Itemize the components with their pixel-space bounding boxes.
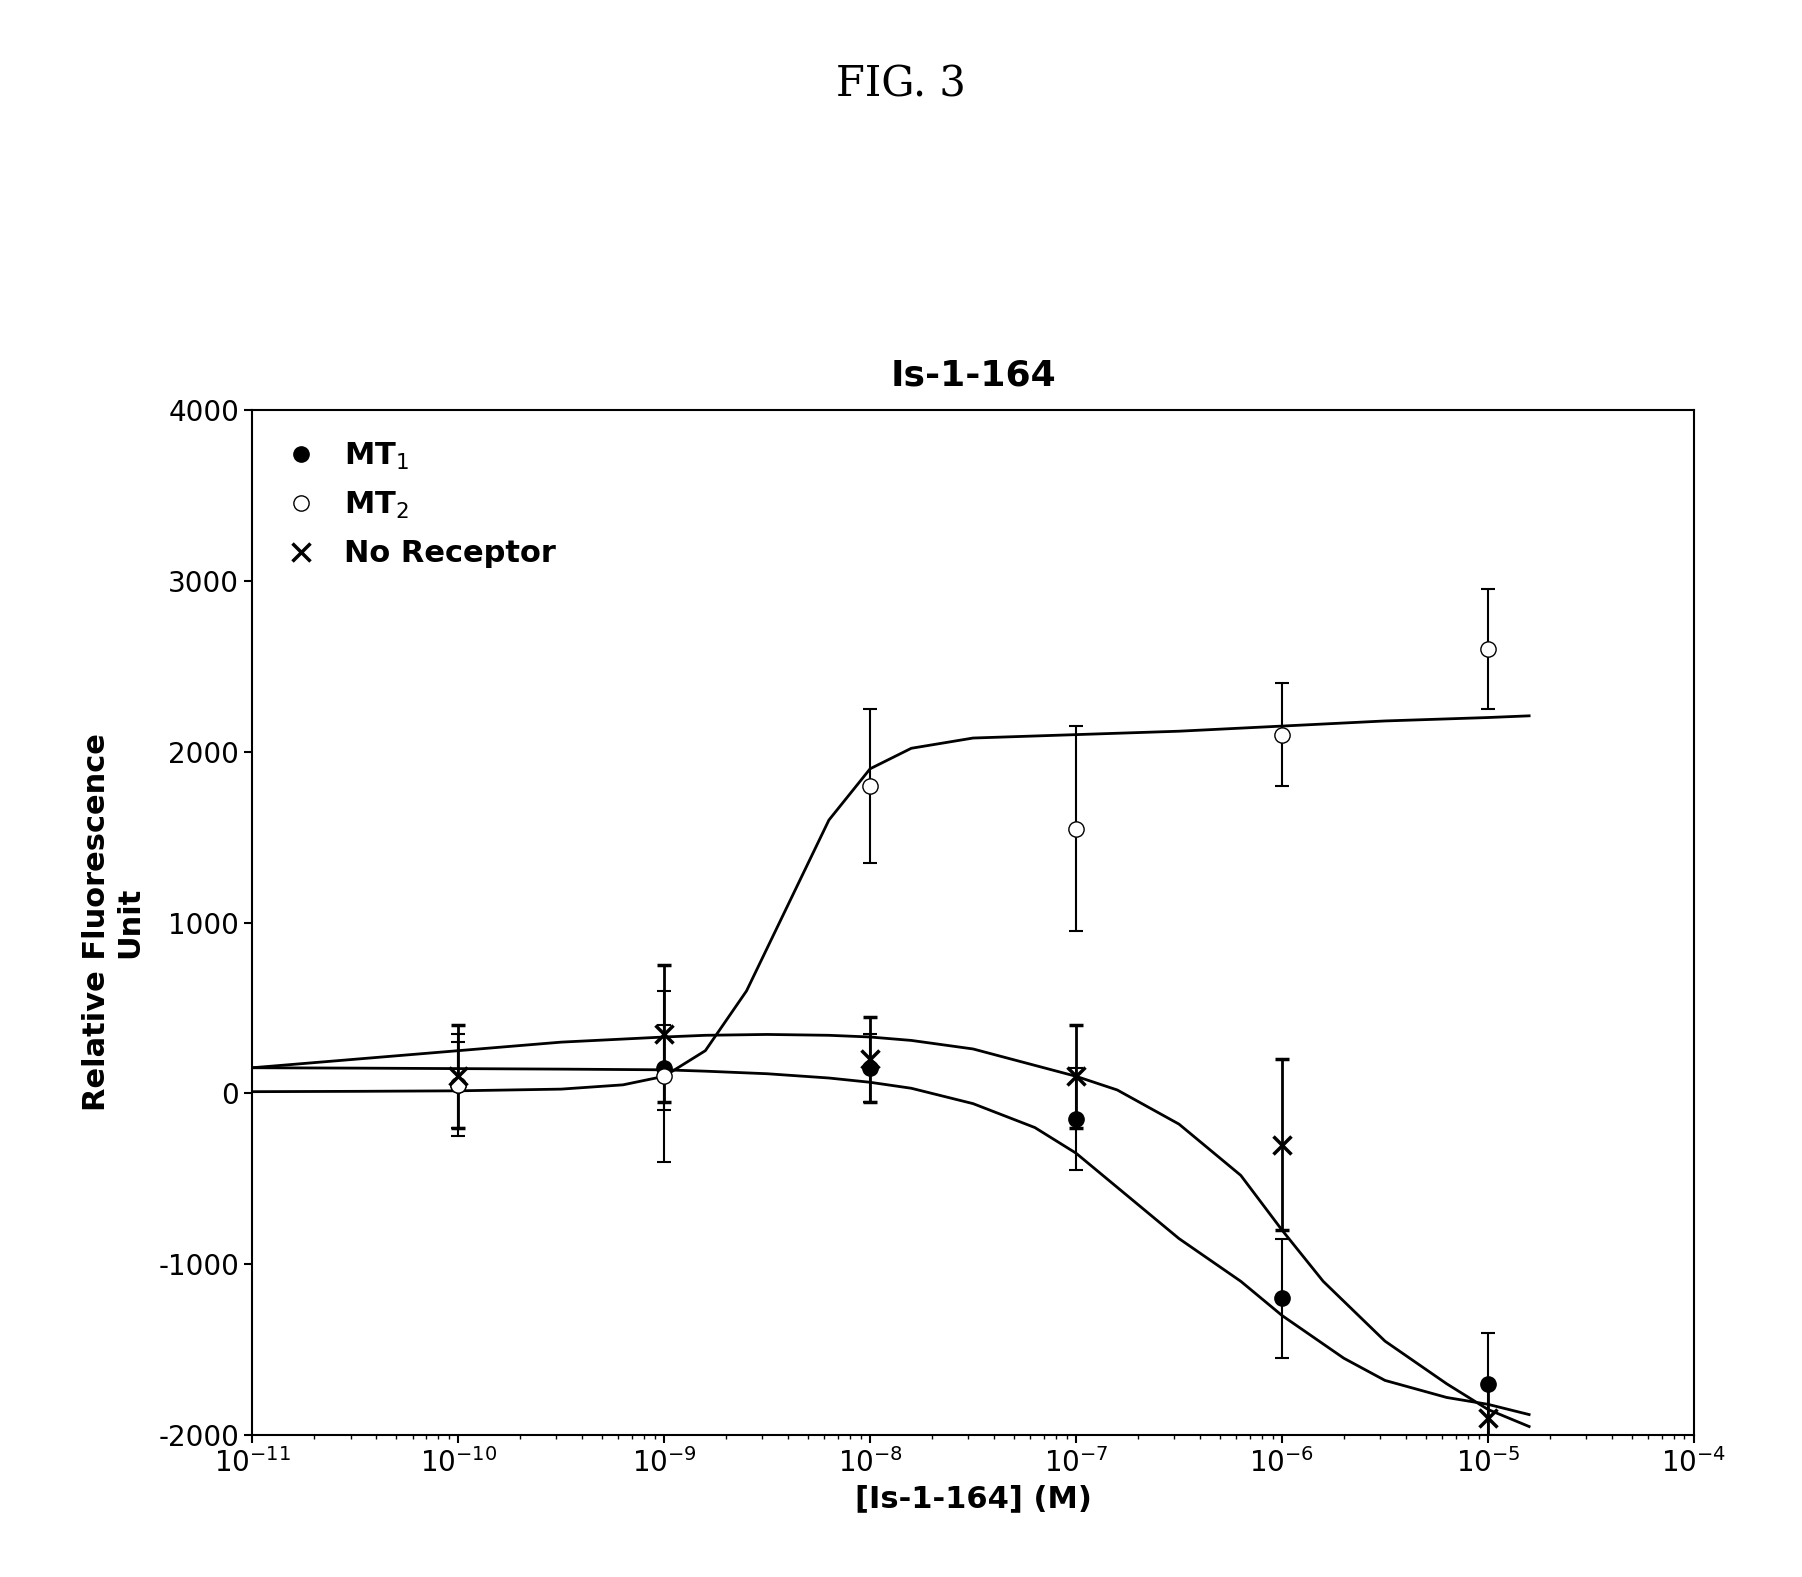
Y-axis label: Relative Fluorescence
Unit: Relative Fluorescence Unit bbox=[81, 733, 144, 1112]
Title: Is-1-164: Is-1-164 bbox=[890, 358, 1056, 393]
X-axis label: [Is-1-164] (M): [Is-1-164] (M) bbox=[854, 1484, 1092, 1512]
Legend: MT$_1$, MT$_2$, No Receptor: MT$_1$, MT$_2$, No Receptor bbox=[267, 426, 571, 583]
Text: FIG. 3: FIG. 3 bbox=[836, 63, 966, 106]
